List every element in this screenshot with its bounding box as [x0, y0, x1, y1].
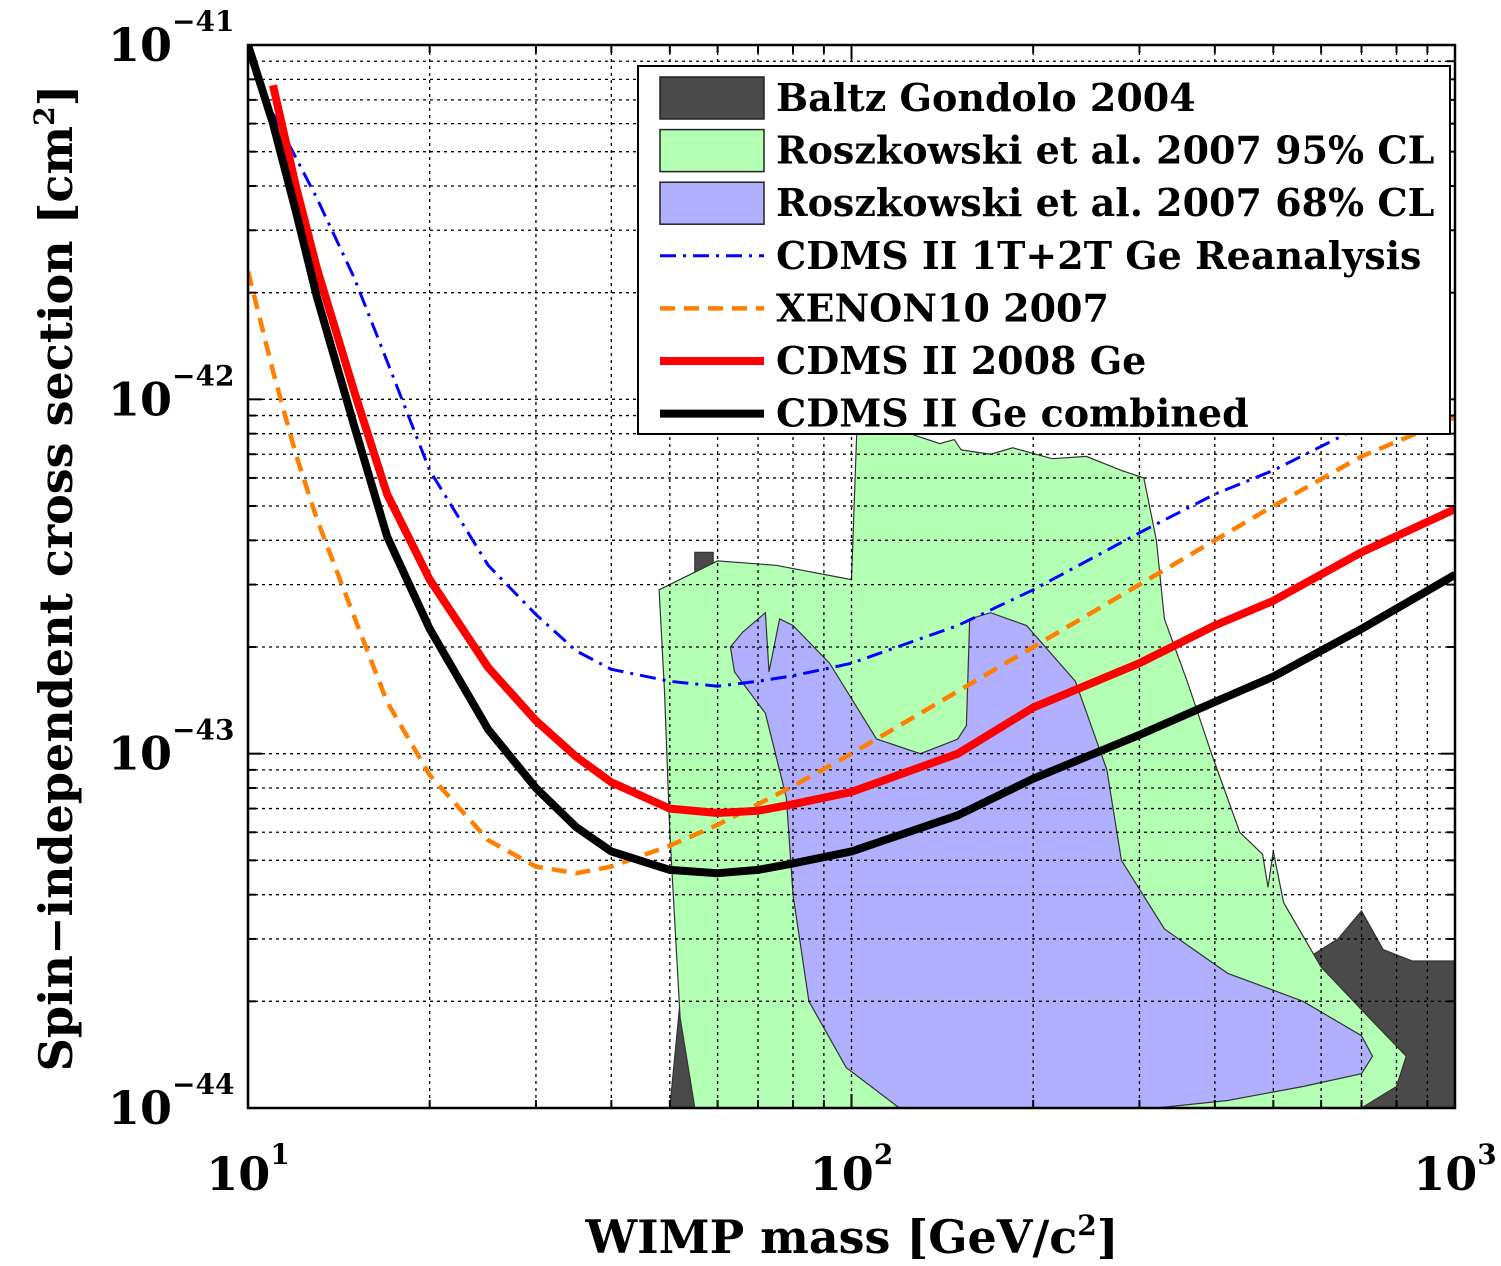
y-tick-label: 10−41 — [108, 5, 234, 72]
tick-labels: 101 102 103 10−41 10−42 10−43 10−44 — [108, 5, 1497, 1201]
series-line-0 — [248, 52, 1455, 688]
y-tick-label: 10−43 — [108, 714, 234, 781]
x-tick-label: 103 — [1413, 1138, 1497, 1201]
legend-label: Roszkowski et al. 2007 95% CL — [776, 128, 1434, 173]
series-lines — [248, 45, 1455, 878]
legend-label: Baltz Gondolo 2004 — [776, 75, 1196, 120]
legend: Baltz Gondolo 2004 Roszkowski et al. 2007… — [637, 65, 1451, 436]
series-line-2 — [269, 84, 1455, 817]
x-tick-label: 102 — [810, 1138, 894, 1201]
legend-label: Roszkowski et al. 2007 68% CL — [776, 180, 1434, 225]
series-line-3 — [248, 45, 1455, 878]
legend-label: CDMS II Ge combined — [776, 391, 1249, 436]
series-line-1 — [248, 270, 1455, 876]
region-2 — [729, 611, 1374, 1108]
legend-box — [637, 65, 1451, 435]
x-axis-title-sup: 2 — [1077, 1209, 1096, 1242]
legend-swatch — [659, 128, 765, 173]
legend-items: Baltz Gondolo 2004 Roszkowski et al. 2007… — [659, 75, 1434, 436]
legend-swatch — [659, 76, 765, 120]
legend-label: CDMS II 1T+2T Ge Reanalysis — [776, 233, 1421, 278]
legend-label: CDMS II 2008 Ge — [776, 338, 1146, 383]
x-tick-label: 101 — [206, 1138, 290, 1201]
y-axis-title: Spin−independent cross section [cm2] — [28, 85, 83, 1072]
y-tick-label: 10−42 — [108, 359, 234, 426]
y-tick-label: 10−44 — [108, 1068, 234, 1135]
y-axis-title-sup: 2 — [28, 106, 61, 125]
legend-swatch — [659, 181, 765, 225]
legend-label: XENON10 2007 — [776, 285, 1109, 330]
x-axis-title: WIMP mass [GeV/c2] — [584, 1209, 1118, 1264]
